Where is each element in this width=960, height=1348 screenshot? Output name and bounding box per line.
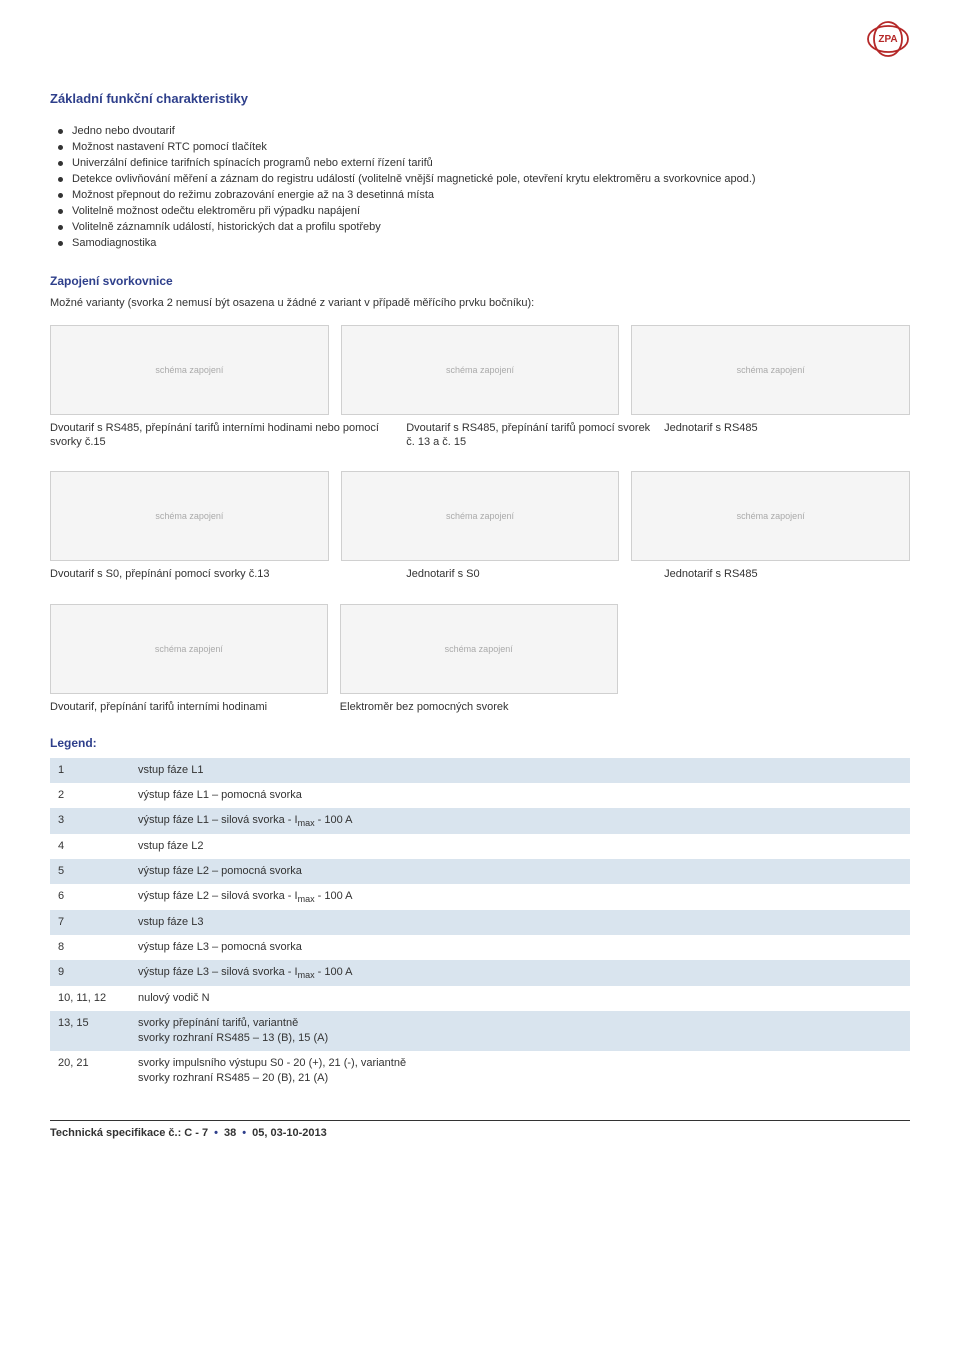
legend-description: nulový vodič N [130, 986, 910, 1011]
svg-text:ZPA: ZPA [878, 34, 897, 45]
legend-row: 8výstup fáze L3 – pomocná svorka [50, 935, 910, 960]
legend-description: vstup fáze L2 [130, 834, 910, 859]
legend-terminal-number: 2 [50, 783, 130, 808]
list-item: Volitelně záznamník událostí, historický… [58, 220, 910, 236]
zpa-logo: ZPA [866, 20, 910, 58]
legend-row: 20, 21svorky impulsního výstupu S0 - 20 … [50, 1051, 910, 1091]
diagram-row-1: schéma zapojení schéma zapojení schéma z… [50, 325, 910, 415]
legend-row: 7vstup fáze L3 [50, 910, 910, 935]
legend-description: výstup fáze L1 – pomocná svorka [130, 783, 910, 808]
wiring-diagram: schéma zapojení [341, 325, 620, 415]
diagram-caption: Dvoutarif s RS485, přepínání tarifů pomo… [406, 421, 652, 450]
legend-row: 5výstup fáze L2 – pomocná svorka [50, 859, 910, 884]
legend-row: 13, 15svorky přepínání tarifů, variantně… [50, 1011, 910, 1051]
legend-terminal-number: 4 [50, 834, 130, 859]
legend-terminal-number: 8 [50, 935, 130, 960]
diagram-row-3: schéma zapojení schéma zapojení [50, 604, 618, 694]
caption-row-3: Dvoutarif, přepínání tarifů interními ho… [50, 700, 618, 714]
wiring-intro: Možné varianty (svorka 2 nemusí být osaz… [50, 296, 910, 311]
list-item: Možnost přepnout do režimu zobrazování e… [58, 188, 910, 204]
legend-terminal-number: 20, 21 [50, 1051, 130, 1091]
wiring-diagram: schéma zapojení [631, 471, 910, 561]
legend-table: 1vstup fáze L12výstup fáze L1 – pomocná … [50, 758, 910, 1090]
list-item: Samodiagnostika [58, 236, 910, 252]
diagram-caption: Jednotarif s S0 [406, 567, 652, 581]
wiring-diagram: schéma zapojení [340, 604, 618, 694]
list-item: Možnost nastavení RTC pomocí tlačítek [58, 140, 910, 156]
legend-description: svorky impulsního výstupu S0 - 20 (+), 2… [130, 1051, 910, 1091]
legend-row: 10, 11, 12nulový vodič N [50, 986, 910, 1011]
legend-terminal-number: 6 [50, 884, 130, 910]
legend-row: 4vstup fáze L2 [50, 834, 910, 859]
legend-description: výstup fáze L3 – silová svorka - Imax - … [130, 960, 910, 986]
legend-row: 2výstup fáze L1 – pomocná svorka [50, 783, 910, 808]
legend-terminal-number: 3 [50, 808, 130, 834]
legend-terminal-number: 5 [50, 859, 130, 884]
list-item: Jedno nebo dvoutarif [58, 124, 910, 140]
legend-terminal-number: 9 [50, 960, 130, 986]
footer-date: 05, 03-10-2013 [252, 1127, 327, 1139]
list-item: Univerzální definice tarifních spínacích… [58, 156, 910, 172]
legend-terminal-number: 13, 15 [50, 1011, 130, 1051]
caption-row-1: Dvoutarif s RS485, přepínání tarifů inte… [50, 421, 910, 450]
list-item: Detekce ovlivňování měření a záznam do r… [58, 172, 910, 188]
footer-spec-number: Technická specifikace č.: C - 7 [50, 1127, 208, 1139]
caption-row-2: Dvoutarif s S0, přepínání pomocí svorky … [50, 567, 910, 581]
footer-page-number: 38 [224, 1127, 236, 1139]
footer-separator: • [214, 1127, 218, 1139]
diagram-caption: Dvoutarif s RS485, přepínání tarifů inte… [50, 421, 394, 450]
footer-separator: • [242, 1127, 246, 1139]
header-logo-wrap: ZPA [50, 20, 910, 61]
diagram-caption: Elektroměr bez pomocných svorek [340, 700, 618, 714]
legend-row: 6výstup fáze L2 – silová svorka - Imax -… [50, 884, 910, 910]
legend-terminal-number: 10, 11, 12 [50, 986, 130, 1011]
wiring-diagram: schéma zapojení [341, 471, 620, 561]
diagram-row-2: schéma zapojení schéma zapojení schéma z… [50, 471, 910, 561]
list-item: Volitelně možnost odečtu elektroměru při… [58, 204, 910, 220]
section-heading-wiring: Zapojení svorkovnice [50, 274, 910, 288]
legend-description: vstup fáze L3 [130, 910, 910, 935]
legend-description: výstup fáze L2 – pomocná svorka [130, 859, 910, 884]
wiring-diagram: schéma zapojení [50, 325, 329, 415]
legend-terminal-number: 1 [50, 758, 130, 783]
legend-terminal-number: 7 [50, 910, 130, 935]
wiring-diagram: schéma zapojení [50, 604, 328, 694]
wiring-diagram: schéma zapojení [631, 325, 910, 415]
legend-description: výstup fáze L3 – pomocná svorka [130, 935, 910, 960]
diagram-caption: Jednotarif s RS485 [664, 567, 910, 581]
legend-description: výstup fáze L1 – silová svorka - Imax - … [130, 808, 910, 834]
section-heading-characteristics: Základní funkční charakteristiky [50, 91, 910, 106]
diagram-caption: Jednotarif s RS485 [664, 421, 910, 450]
legend-description: výstup fáze L2 – silová svorka - Imax - … [130, 884, 910, 910]
legend-description: vstup fáze L1 [130, 758, 910, 783]
legend-row: 1vstup fáze L1 [50, 758, 910, 783]
legend-description: svorky přepínání tarifů, variantněsvorky… [130, 1011, 910, 1051]
wiring-diagram: schéma zapojení [50, 471, 329, 561]
page-footer: Technická specifikace č.: C - 7 • 38 • 0… [50, 1120, 910, 1139]
diagram-caption: Dvoutarif, přepínání tarifů interními ho… [50, 700, 328, 714]
diagram-caption: Dvoutarif s S0, přepínání pomocí svorky … [50, 567, 394, 581]
legend-heading: Legend: [50, 736, 910, 750]
characteristics-list: Jedno nebo dvoutarif Možnost nastavení R… [50, 124, 910, 252]
legend-row: 9výstup fáze L3 – silová svorka - Imax -… [50, 960, 910, 986]
legend-row: 3výstup fáze L1 – silová svorka - Imax -… [50, 808, 910, 834]
